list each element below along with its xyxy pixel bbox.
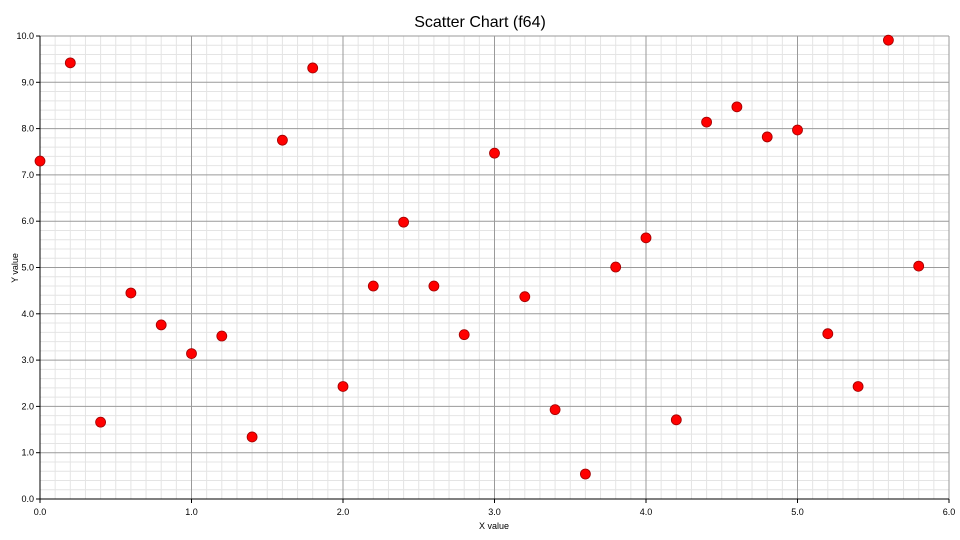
data-point — [822, 328, 834, 340]
data-point — [580, 468, 591, 480]
data-point — [761, 131, 773, 143]
data-point — [792, 124, 803, 136]
x-tick-label: 4.0 — [640, 507, 653, 517]
data-point — [519, 291, 531, 303]
y-tick-label: 1.0 — [21, 448, 34, 458]
y-tick-label: 10.0 — [16, 31, 34, 41]
data-point — [34, 155, 46, 167]
data-point — [489, 147, 500, 159]
x-tick-label: 2.0 — [337, 507, 350, 517]
y-tick-label: 8.0 — [21, 124, 34, 134]
y-tick-label: 6.0 — [21, 216, 34, 226]
data-point — [307, 62, 319, 74]
data-point — [367, 280, 379, 292]
y-axis-ticks: 0.0 1.0 2.0 3.0 4.0 5.0 6.0 7.0 8.0 9.0 10.0 — [16, 31, 40, 504]
x-tick-label: 6.0 — [943, 507, 956, 517]
data-point — [852, 381, 864, 392]
y-axis-label: Y value — [10, 253, 20, 283]
chart-title: Scatter Chart (f64) — [414, 14, 546, 31]
data-point — [155, 319, 167, 331]
data-point — [549, 404, 561, 416]
data-point — [640, 232, 652, 244]
data-point — [64, 57, 76, 69]
x-tick-label: 1.0 — [185, 507, 198, 517]
data-point — [398, 216, 410, 228]
data-point — [883, 34, 894, 46]
x-tick-label: 3.0 — [488, 507, 501, 517]
y-tick-label: 2.0 — [21, 401, 34, 411]
major-gridlines — [40, 35, 950, 499]
y-tick-label: 0.0 — [21, 494, 34, 504]
data-point — [670, 414, 682, 426]
data-point — [913, 260, 925, 272]
data-point — [276, 134, 288, 146]
data-point — [701, 116, 712, 128]
y-tick-label: 4.0 — [21, 309, 34, 319]
data-point — [125, 287, 137, 299]
data-point — [337, 381, 349, 392]
x-tick-label: 0.0 — [34, 507, 47, 517]
x-tick-label: 5.0 — [791, 507, 804, 517]
y-tick-label: 5.0 — [21, 263, 34, 273]
data-point — [610, 261, 622, 273]
x-axis-label: X value — [479, 521, 509, 531]
data-point — [246, 431, 258, 443]
data-points — [34, 34, 925, 480]
y-tick-label: 3.0 — [21, 355, 34, 365]
data-point — [731, 101, 743, 113]
data-point — [186, 348, 197, 360]
y-tick-label: 7.0 — [21, 170, 34, 180]
x-axis-ticks: 0.0 1.0 2.0 3.0 4.0 5.0 6.0 — [34, 499, 956, 517]
data-point — [458, 329, 470, 341]
data-point — [95, 416, 106, 428]
y-tick-label: 9.0 — [21, 77, 34, 87]
data-point — [428, 280, 440, 292]
data-point — [216, 330, 228, 342]
